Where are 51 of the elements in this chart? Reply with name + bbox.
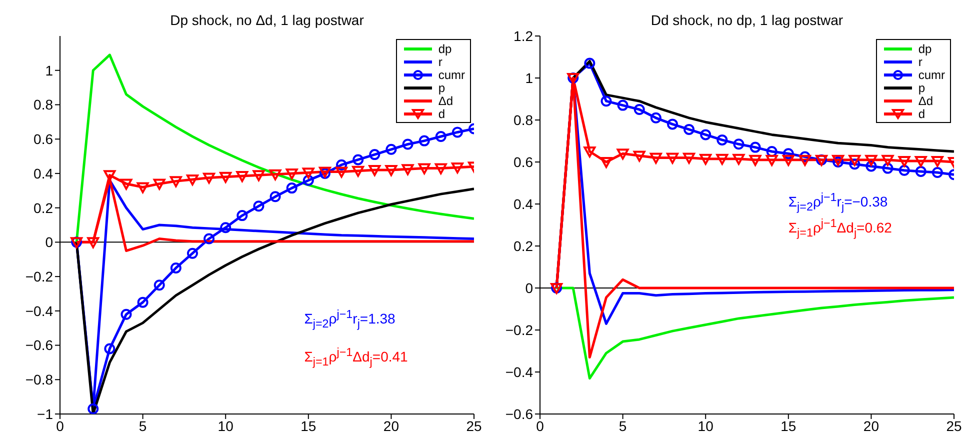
annotation: Σ$_{j=2}$ρ$^{j−1}$r$_{j}$=1.38: [304, 308, 396, 331]
y-tick-label: −0.2: [505, 322, 534, 338]
x-tick-label: 15: [300, 418, 316, 434]
y-tick-label: 0.6: [34, 131, 54, 148]
x-tick-label: 10: [698, 418, 714, 434]
legend-label: p: [918, 80, 926, 94]
chart-title: Dp shock, no Δd, 1 lag postwar: [169, 12, 365, 28]
y-tick-label: 0.4: [34, 165, 54, 182]
legend-label: cumr: [438, 68, 465, 82]
y-tick-label: 0: [45, 234, 54, 250]
x-tick-label: 25: [466, 418, 482, 434]
legend-label: r: [438, 54, 442, 68]
x-tick-label: 0: [536, 418, 544, 434]
y-tick-label: 1: [45, 62, 54, 78]
y-tick-label: 0.4: [514, 196, 534, 212]
y-tick-label: −1: [37, 406, 54, 422]
y-tick-label: −0.6: [505, 406, 534, 422]
x-tick-label: 15: [780, 418, 796, 434]
x-tick-label: 5: [138, 418, 147, 434]
y-tick-label: 0.8: [514, 112, 534, 128]
x-tick-label: 20: [383, 418, 400, 434]
y-tick-label: 0.2: [34, 200, 54, 216]
legend-label: p: [438, 80, 446, 94]
y-tick-label: 0.2: [514, 238, 534, 254]
x-tick-label: 10: [218, 418, 234, 434]
y-tick-label: −0.6: [25, 337, 54, 354]
legend-label: d: [918, 106, 926, 120]
chart-title: Dd shock, no dp, 1 lag postwar: [650, 12, 844, 28]
y-tick-label: 1.2: [514, 28, 534, 44]
annotation: Σ$_{j=2}$ρ$^{j−1}$r$_{j}$=−0.38: [788, 190, 888, 214]
legend-label: dp: [918, 42, 932, 56]
annotation: Σ$_{j=1}$ρ$^{j−1}$Δd$_{j}$=0.41: [304, 346, 408, 368]
x-tick-label: 5: [618, 418, 627, 434]
annotation: Σ$_{j=1}$ρ$^{j−1}$Δd$_{j}$=0.62: [788, 217, 892, 240]
x-tick-label: 20: [863, 418, 880, 434]
legend-label: Δd: [918, 94, 934, 108]
y-tick-label: −0.2: [25, 268, 54, 285]
y-tick-label: 1: [525, 70, 534, 86]
y-tick-label: 0: [525, 280, 534, 296]
legend-label: Δd: [438, 94, 454, 108]
y-tick-label: −0.4: [25, 302, 54, 319]
legend-label: dp: [438, 42, 452, 56]
legend-label: d: [438, 106, 446, 120]
x-tick-label: 25: [946, 418, 962, 434]
x-tick-label: 0: [56, 418, 64, 434]
legend-label: cumr: [918, 68, 945, 82]
y-tick-label: 0.8: [34, 96, 54, 113]
y-tick-label: 0.6: [514, 154, 534, 170]
legend-label: r: [918, 54, 922, 68]
y-tick-label: −0.4: [505, 364, 534, 380]
y-tick-label: −0.8: [25, 372, 54, 388]
